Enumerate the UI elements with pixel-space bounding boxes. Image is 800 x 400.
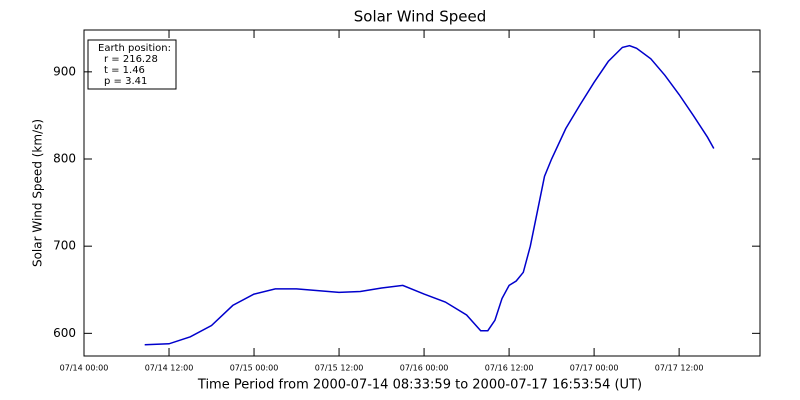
x-tick-label: 07/16 12:00 <box>485 364 534 373</box>
x-tick-label: 07/16 00:00 <box>400 364 449 373</box>
x-tick-label: 07/14 00:00 <box>60 364 109 373</box>
y-tick-label: 600 <box>53 326 76 340</box>
x-tick-label: 07/17 00:00 <box>570 364 619 373</box>
chart-title: Solar Wind Speed <box>354 8 486 26</box>
x-tick-label: 07/14 12:00 <box>145 364 194 373</box>
y-axis-label: Solar Wind Speed (km/s) <box>31 119 45 267</box>
annotation: r = 216.28 <box>104 54 158 65</box>
data-line <box>144 44 715 346</box>
annotation-box <box>87 39 177 90</box>
annotation: t = 1.46 <box>104 65 145 76</box>
y-tick-label: 700 <box>53 239 76 253</box>
plot-frame <box>83 29 761 357</box>
x-axis-label: Time Period from 2000-07-14 08:33:59 to … <box>197 378 642 393</box>
x-tick-label: 07/15 00:00 <box>230 364 279 373</box>
x-tick-label: 07/15 12:00 <box>315 364 364 373</box>
y-tick-label: 900 <box>53 64 76 78</box>
annotation: Earth position: <box>98 43 171 54</box>
annotation: p = 3.41 <box>104 76 147 87</box>
x-tick-label: 07/17 12:00 <box>655 364 704 373</box>
y-tick-label: 800 <box>53 152 76 166</box>
